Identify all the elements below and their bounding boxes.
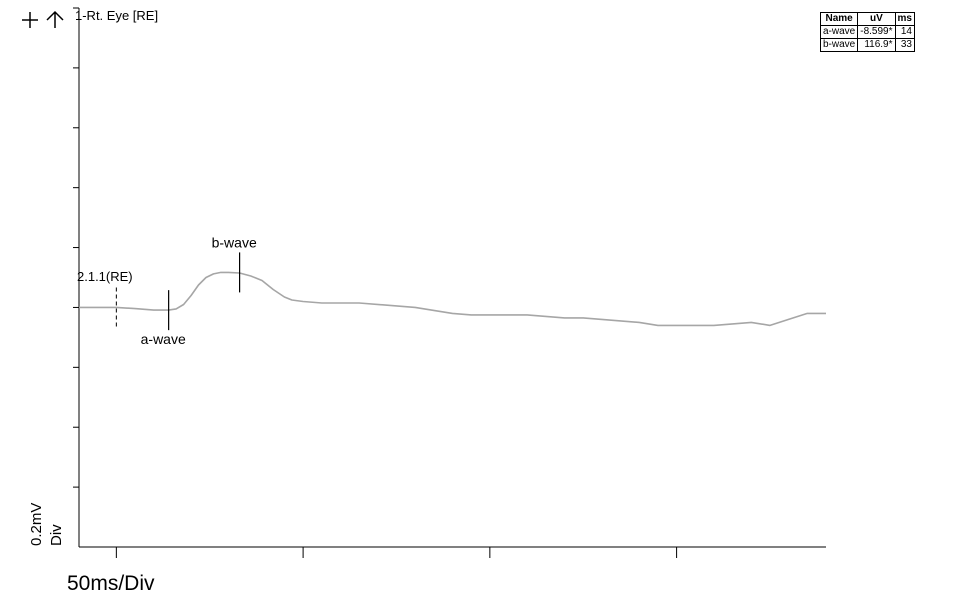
table-row: a-wave -8.599* 14 (819, 25, 915, 39)
x-ticks (115, 547, 678, 558)
trace-label: 2.1.1(RE) (77, 269, 133, 284)
a-wave-label: a-wave (141, 331, 186, 347)
x-axis-label: 50ms/Div (67, 572, 155, 594)
erg-trace (79, 271, 826, 327)
channel-label: 1-Rt. Eye [RE] (75, 8, 158, 23)
results-table: Name uV ms a-wave -8.599* 14 b-wave 116.… (819, 12, 915, 52)
cell-uv: -8.599* (857, 25, 896, 39)
table-row: b-wave 116.9* 33 (819, 38, 915, 52)
cell-uv: 116.9* (857, 38, 896, 52)
header-ms: ms (894, 12, 915, 26)
header-name: Name (819, 12, 859, 26)
results-header-row: Name uV ms (819, 12, 915, 26)
marker-layer: a-wave b-wave (141, 234, 257, 347)
cell-ms: 33 (894, 38, 915, 52)
y-ticks (73, 67, 79, 488)
crosshair-icon[interactable] (22, 12, 38, 28)
b-wave-label: b-wave (212, 234, 257, 250)
y-axis-label-line1: 0.2mV (28, 503, 45, 546)
y-axis-label-line2: Div (48, 524, 65, 546)
cell-name: a-wave (819, 25, 859, 39)
cell-ms: 14 (894, 25, 915, 39)
trace-layer (79, 271, 826, 328)
header-uv: uV (857, 12, 896, 26)
cell-name: b-wave (819, 38, 859, 52)
up-arrow-icon[interactable] (46, 10, 64, 28)
